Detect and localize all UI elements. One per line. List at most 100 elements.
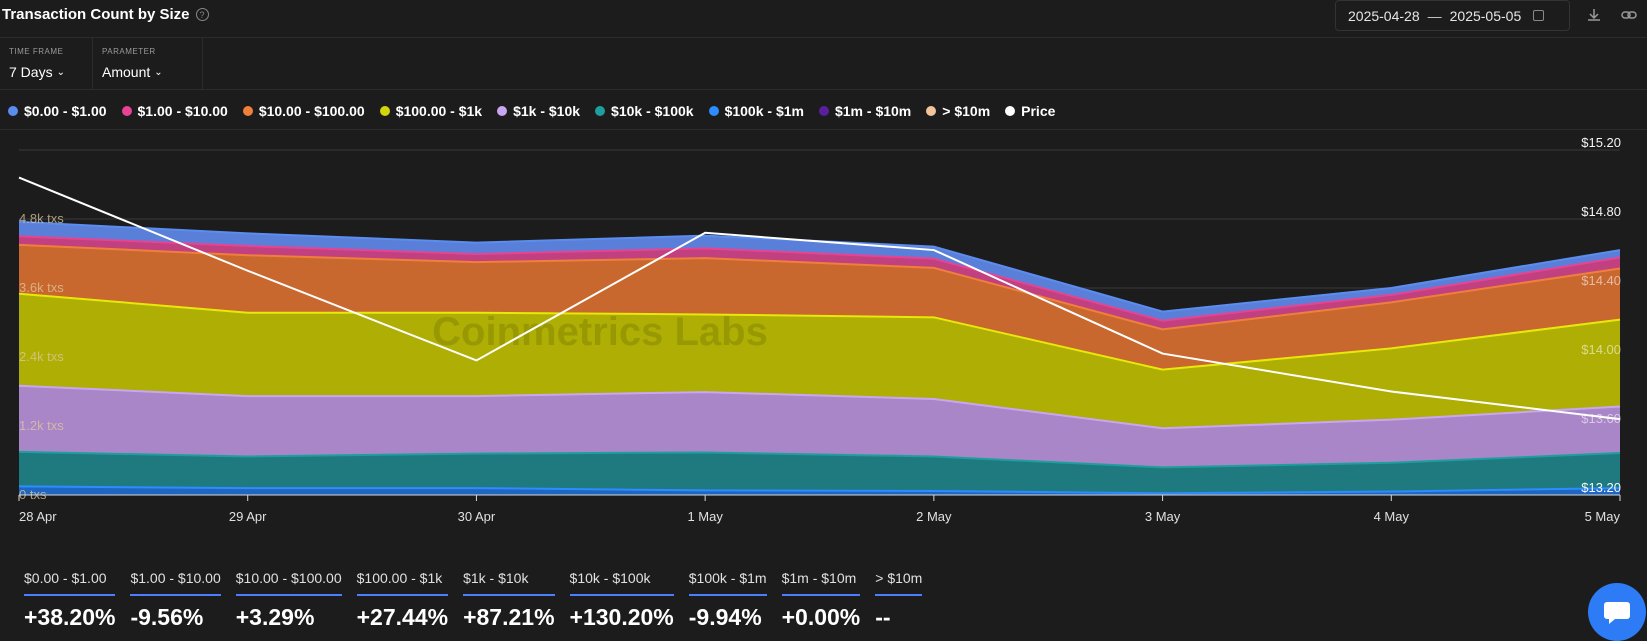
y-right-tick-label: $15.20 — [1581, 135, 1621, 150]
legend-label: $10k - $100k — [611, 103, 694, 119]
area-series-line — [18, 235, 1621, 322]
legend-item[interactable]: > $10m — [926, 103, 990, 119]
stat-label: $100.00 - $1k — [356, 570, 449, 596]
stat-item: $100.00 - $1k +27.44% — [356, 570, 449, 631]
stat-item: $10k - $100k +130.20% — [569, 570, 674, 631]
stat-item: $1m - $10m +0.00% — [781, 570, 861, 631]
x-tick-label: 3 May — [1145, 509, 1181, 524]
stat-label: $10.00 - $100.00 — [235, 570, 342, 596]
stat-value: +38.20% — [24, 604, 116, 630]
help-icon[interactable]: ? — [195, 8, 209, 21]
legend-dot-icon — [121, 106, 132, 116]
parameter-dropdown[interactable]: PARAMETER Amount ⌄ — [93, 38, 203, 90]
area-series-line — [18, 384, 1621, 430]
stat-label: $10k - $100k — [569, 570, 674, 596]
x-tick-label: 2 May — [916, 509, 952, 524]
watermark: Coinmetrics Labs — [432, 310, 768, 354]
x-tick-label: 5 May — [1585, 509, 1621, 524]
timeframe-dropdown[interactable]: TIME FRAME 7 Days ⌄ — [0, 38, 93, 90]
stat-label: > $10m — [875, 570, 923, 596]
legend-label: $1.00 - $10.00 — [137, 103, 228, 119]
legend-dot-icon — [1005, 106, 1016, 116]
x-tick-label: 1 May — [687, 509, 723, 524]
y-left-tick-label: 2.4k txs — [19, 349, 64, 364]
legend-label: > $10m — [942, 103, 991, 119]
title-text: Transaction Count by Size — [2, 6, 190, 23]
stat-value: +0.00% — [781, 604, 861, 630]
legend-label: $1k - $10k — [513, 103, 581, 119]
y-right-tick-label: $13.20 — [1581, 480, 1621, 495]
area-series-line — [18, 450, 1621, 469]
legend-dot-icon — [497, 106, 508, 116]
legend-item[interactable]: $0.00 - $1.00 — [8, 103, 107, 119]
legend-item[interactable]: $1.00 - $10.00 — [121, 103, 228, 119]
date-range-picker[interactable]: 2025-04-28 — 2025-05-05 — [1335, 0, 1570, 31]
legend-item[interactable]: $100k - $1m — [708, 103, 804, 119]
timeframe-value: 7 Days — [9, 64, 53, 80]
x-tick-label: 29 Apr — [229, 509, 267, 524]
stat-item: $0.00 - $1.00 +38.20% — [24, 570, 116, 631]
stat-label: $1k - $10k — [463, 570, 555, 596]
legend-dot-icon — [242, 106, 253, 116]
y-right-tick-label: $13.60 — [1581, 411, 1621, 426]
legend-dot-icon — [379, 106, 390, 116]
chat-icon — [1604, 602, 1630, 624]
stat-value: +130.20% — [569, 604, 674, 630]
stat-value: +3.29% — [235, 604, 315, 630]
legend-dot-icon — [818, 106, 829, 116]
legend-label: $1m - $10m — [834, 103, 912, 119]
y-left-tick-label: 1.2k txs — [19, 418, 64, 433]
legend-label: $10.00 - $100.00 — [258, 103, 365, 119]
y-left-tick-label: 3.6k txs — [19, 280, 64, 295]
legend-item[interactable]: $10k - $100k — [595, 103, 694, 119]
stat-label: $1m - $10m — [781, 570, 861, 596]
area-series — [19, 221, 1620, 321]
price-line — [18, 176, 1621, 421]
y-right-tick-label: $14.00 — [1581, 342, 1621, 357]
legend-label: $100k - $1m — [724, 103, 804, 119]
legend-dot-icon — [8, 106, 18, 116]
stat-item: > $10m -- — [875, 570, 923, 631]
area-series-line — [18, 243, 1621, 331]
legend-label: Price — [1021, 103, 1056, 119]
chart-legend: $0.00 - $1.00 $1.00 - $10.00 $10.00 - $100… — [8, 101, 1070, 121]
area-series — [19, 293, 1620, 429]
area-series — [19, 244, 1620, 370]
header-bar: Transaction Count by Size ? 2025-04-28 —… — [0, 0, 1647, 38]
stat-item: $1.00 - $10.00 -9.56% — [130, 570, 221, 631]
legend-label: $0.00 - $1.00 — [24, 103, 107, 119]
stat-item: $1k - $10k +87.21% — [463, 570, 555, 631]
legend-item[interactable]: $10.00 - $100.00 — [242, 103, 365, 119]
chevron-down-icon: ⌄ — [56, 66, 65, 78]
calendar-icon — [1533, 10, 1545, 21]
legend-item[interactable]: $100.00 - $1k — [379, 103, 483, 119]
area-series-line — [18, 485, 1621, 495]
stat-value: +87.21% — [463, 604, 555, 630]
x-tick-label: 30 Apr — [458, 509, 496, 524]
link-icon[interactable] — [1621, 7, 1637, 23]
stat-item: $100k - $1m -9.94% — [688, 570, 767, 631]
legend-item[interactable]: Price — [1005, 103, 1055, 119]
stat-label: $0.00 - $1.00 — [24, 570, 116, 596]
legend-item[interactable]: $1k - $10k — [497, 103, 580, 119]
parameter-label: PARAMETER — [102, 47, 156, 56]
chat-button[interactable] — [1588, 583, 1646, 641]
legend-item[interactable]: $1m - $10m — [818, 103, 912, 119]
area-series-line — [18, 292, 1621, 371]
legend-label: $100.00 - $1k — [395, 103, 483, 119]
download-icon[interactable] — [1586, 7, 1602, 23]
chevron-down-icon: ⌄ — [154, 66, 163, 78]
date-separator: — — [1427, 7, 1442, 24]
stat-value: +27.44% — [356, 604, 449, 630]
legend-dot-icon — [595, 106, 606, 116]
filter-bar: TIME FRAME 7 Days ⌄ PARAMETER Amount ⌄ — [0, 38, 1647, 90]
stat-value: -- — [875, 604, 891, 630]
stat-value: -9.56% — [130, 604, 204, 630]
parameter-value: Amount — [102, 64, 151, 80]
x-tick-label: 4 May — [1374, 509, 1410, 524]
y-right-tick-label: $14.80 — [1581, 204, 1621, 219]
area-series — [19, 451, 1620, 494]
area-series — [19, 385, 1620, 468]
page-title: Transaction Count by Size ? — [2, 6, 209, 23]
